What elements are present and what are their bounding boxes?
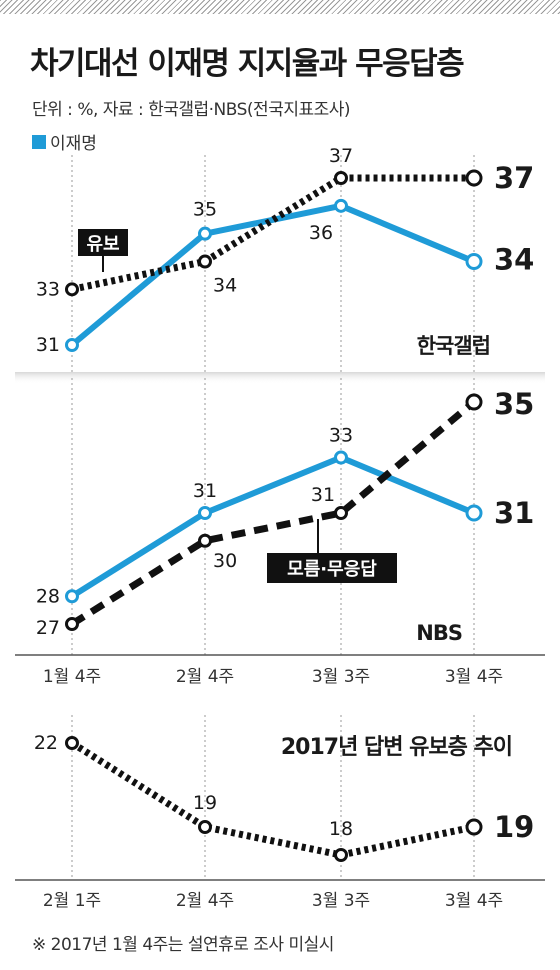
data-label-p1-s2-1: 33 <box>36 278 60 300</box>
data-point-p1-s2-1 <box>65 282 79 297</box>
panel-separator-shadow <box>15 372 545 384</box>
data-point-p2-s1-4 <box>465 504 483 522</box>
data-label-p3-3: 18 <box>329 818 353 840</box>
data-label-p2-s2-3: 31 <box>311 484 335 506</box>
series-line-p3-s1 <box>70 740 475 859</box>
data-point-p2-s2-4 <box>465 393 483 411</box>
x-tick-label-top-1: 1월 4주 <box>43 667 101 687</box>
callout-box-no-answer <box>267 553 397 583</box>
data-point-p2-s1-1 <box>65 589 79 604</box>
gridlines <box>15 155 545 881</box>
data-label-p2-s1-3: 33 <box>329 425 353 447</box>
source-label-nbs: NBS <box>416 621 462 645</box>
x-tick-label-bottom-2: 2월 4주 <box>176 891 234 911</box>
series-line-p1-s2 <box>71 174 474 293</box>
source-label-gallup: 한국갤럽 <box>417 334 490 358</box>
callout-label-reserved: 유보 <box>86 234 119 255</box>
data-label-p1-s1-2: 35 <box>193 199 217 221</box>
data-point-p1-s1-1 <box>65 338 79 352</box>
data-point-p1-s1-2 <box>198 226 212 241</box>
data-label-p2-s1-2: 31 <box>193 480 217 502</box>
data-label-p1-s2-4: 37 <box>494 161 534 195</box>
x-tick-label-top-3: 3월 3주 <box>312 667 370 687</box>
data-label-p3-2: 19 <box>193 792 217 814</box>
chart-title-2017: 2017년 답변 유보층 추이 <box>281 735 512 760</box>
data-label-p1-s1-4: 34 <box>494 243 534 277</box>
data-point-p3-s1-1 <box>65 736 79 750</box>
series-line-p2-s2 <box>70 399 477 627</box>
data-point-p3-s1-2 <box>198 820 212 834</box>
data-point-p1-s2-3 <box>334 171 348 185</box>
x-tick-label-bottom-1: 2월 1주 <box>43 891 101 911</box>
x-tick-label-top-2: 2월 4주 <box>176 667 234 687</box>
data-label-p3-1: 22 <box>34 732 58 754</box>
panel-backgrounds <box>15 372 545 384</box>
data-label-p2-s2-2: 30 <box>213 550 237 572</box>
data-point-p3-s1-3 <box>334 848 348 862</box>
data-label-p1-s1-1: 31 <box>36 334 60 356</box>
data-point-p2-s1-2 <box>198 506 212 520</box>
data-label-p2-s1-1: 28 <box>36 585 60 607</box>
header-hatch-bar <box>0 0 560 14</box>
data-label-p1-s2-3: 37 <box>329 145 353 167</box>
data-label-p1-s2-2: 34 <box>213 275 237 297</box>
data-point-p2-s2-2 <box>198 533 212 548</box>
x-tick-label-top-4: 3월 4주 <box>445 667 503 687</box>
unit-source-note: 단위 : %, 자료 : 한국갤럽·NBS(전국지표조사) <box>32 100 351 120</box>
legend-label-lee: 이재명 <box>50 134 97 154</box>
data-point-p1-s2-2 <box>198 254 212 269</box>
callout-box-reserved <box>78 229 128 256</box>
footnote: ※ 2017년 1월 4주는 설연휴로 조사 미실시 <box>32 935 334 955</box>
data-label-p3-4: 19 <box>494 810 534 844</box>
data-label-p2-s1-4: 31 <box>494 496 534 530</box>
legend-swatch-lee <box>32 134 46 149</box>
series-points <box>65 169 483 862</box>
callout-label-no-answer: 모름·무응답 <box>287 559 377 580</box>
data-label-p2-s2-1: 27 <box>36 617 60 639</box>
data-point-p1-s2-4 <box>465 169 483 187</box>
legend: 이재명 <box>32 129 97 154</box>
series-line-p1-s1 <box>69 202 477 348</box>
data-point-p3-s1-4 <box>465 818 483 836</box>
data-point-p1-s1-4 <box>465 253 483 270</box>
page-title: 차기대선 이재명 지지율과 무응답층 <box>30 46 465 82</box>
x-tick-label-bottom-4: 3월 4주 <box>445 891 503 911</box>
data-label-p2-s2-4: 35 <box>494 387 534 421</box>
x-tick-label-bottom-3: 3월 3주 <box>312 891 370 911</box>
series-lines <box>69 174 477 859</box>
data-point-p1-s1-3 <box>334 198 348 213</box>
data-point-p2-s2-1 <box>65 617 79 631</box>
data-point-p2-s2-3 <box>334 506 348 520</box>
data-point-p2-s1-3 <box>334 450 348 465</box>
data-label-p1-s1-3: 36 <box>309 222 333 244</box>
series-line-p2-s1 <box>69 454 477 600</box>
